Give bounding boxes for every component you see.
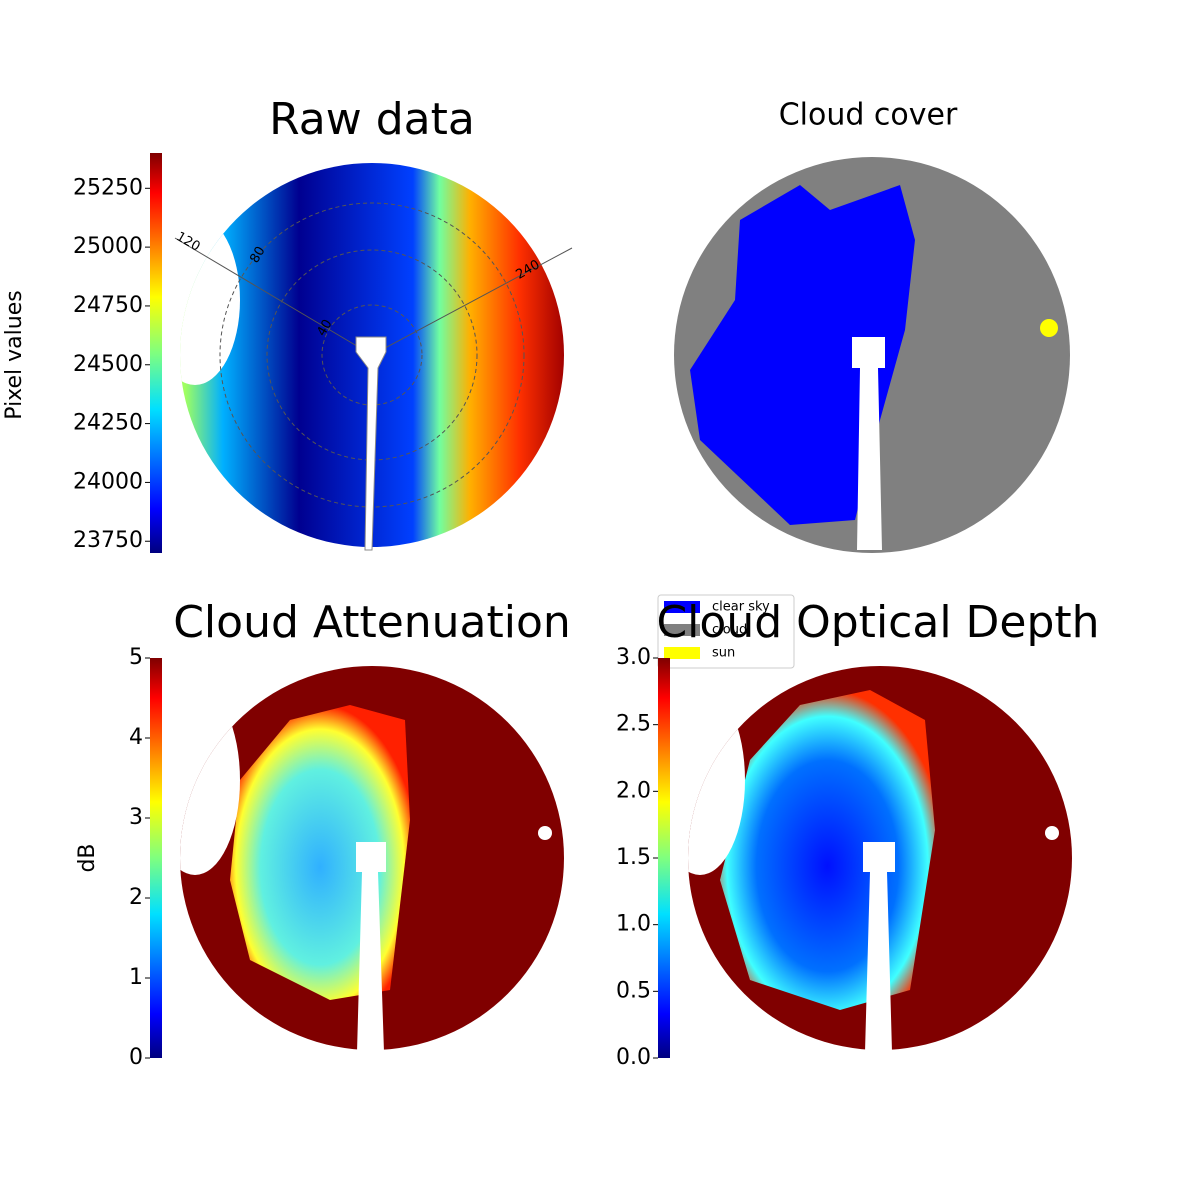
- polar-label: 80: [247, 244, 268, 266]
- colorbar-tick-label: 0.5: [616, 978, 651, 1003]
- colorbar-tick-label: 25000: [73, 234, 143, 259]
- colorbar-tick-label: 25250: [73, 175, 143, 200]
- colorbar-tick-label: 0: [129, 1045, 143, 1070]
- sun-marker: [538, 826, 552, 840]
- colorbar-tick-label: 3.0: [616, 645, 651, 670]
- colorbar: [150, 658, 162, 1058]
- colorbar-tick-label: 24000: [73, 469, 143, 494]
- colorbar-tick-label: 3: [129, 805, 143, 830]
- panel-title: Cloud Attenuation: [173, 597, 571, 648]
- sun-marker: [1040, 319, 1058, 337]
- colorbar-label: dB: [75, 843, 100, 872]
- colorbar-tick-label: 2.5: [616, 712, 651, 737]
- legend-label: clear sky: [712, 600, 770, 615]
- legend: clear sky cloud sun: [657, 594, 795, 669]
- colorbar-tick-label: 1.5: [616, 845, 651, 870]
- colorbar-label: Pixel values: [2, 290, 27, 419]
- colorbar-tick-label: 24500: [73, 352, 143, 377]
- colorbar-tick-label: 1: [129, 965, 143, 990]
- panel-title: Cloud cover: [779, 98, 958, 133]
- polar-label: 120: [173, 229, 202, 254]
- colorbar-tick-label: 1.0: [616, 912, 651, 937]
- panel-title: Cloud Optical Depth: [656, 597, 1099, 648]
- legend-swatch: [664, 601, 700, 613]
- legend-label: cloud: [712, 623, 747, 638]
- sun-marker: [1045, 826, 1059, 840]
- colorbar-tick-label: 5: [129, 645, 143, 670]
- mast: [863, 842, 895, 1052]
- mast: [355, 336, 387, 551]
- mast: [356, 842, 386, 1052]
- colorbar-tick-label: 23750: [73, 528, 143, 553]
- colorbar-tick-label: 2: [129, 885, 143, 910]
- colorbar-tick-label: 4: [129, 725, 143, 750]
- colorbar-tick-label: 2.0: [616, 778, 651, 803]
- colorbar-tick-label: 24750: [73, 293, 143, 318]
- legend-swatch: [664, 624, 700, 636]
- legend-swatch: [664, 647, 700, 659]
- colorbar: [658, 658, 670, 1058]
- colorbar: [150, 153, 162, 553]
- mast: [852, 337, 885, 550]
- colorbar-tick-label: 0.0: [616, 1045, 651, 1070]
- panel-title: Raw data: [269, 94, 475, 145]
- legend-label: sun: [712, 646, 735, 661]
- colorbar-tick-label: 24250: [73, 411, 143, 436]
- polar-label: 40: [314, 317, 335, 339]
